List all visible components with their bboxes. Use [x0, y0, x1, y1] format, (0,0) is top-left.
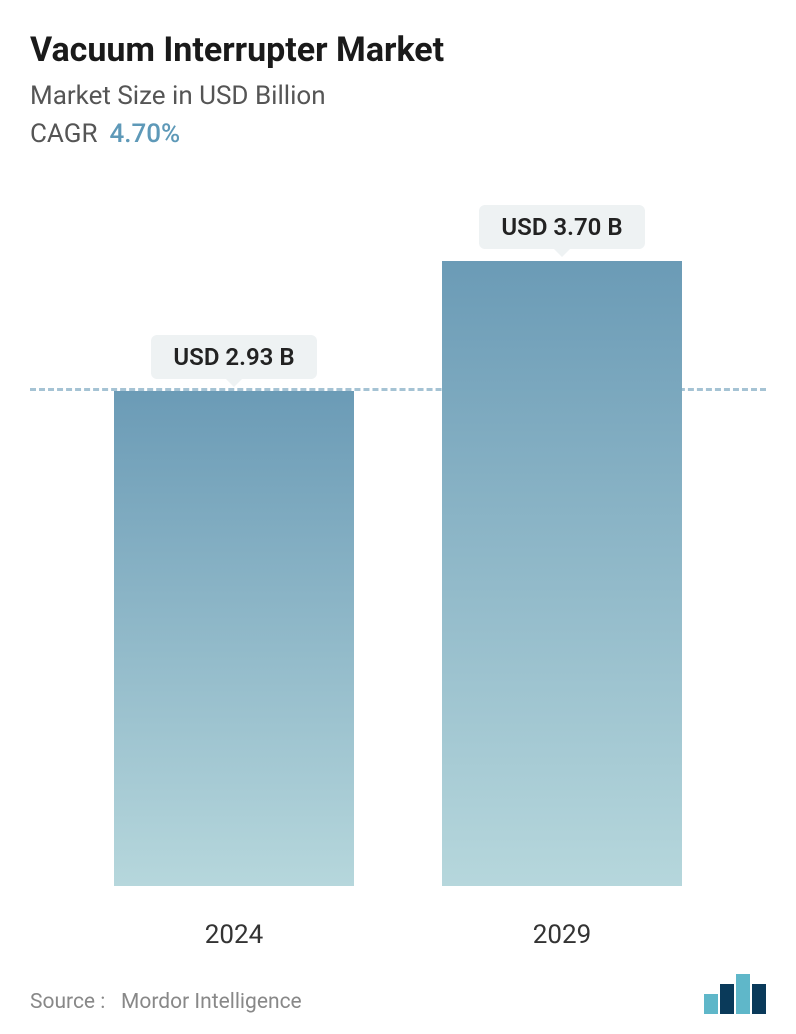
x-label-1: 2029	[442, 920, 682, 950]
chart-footer: Source : Mordor Intelligence	[30, 950, 766, 1014]
x-axis-labels: 2024 2029	[30, 906, 766, 950]
cagr-value: 4.70%	[109, 119, 180, 149]
logo-bar-0	[704, 994, 718, 1014]
bars-container: USD 2.93 B USD 3.70 B	[30, 189, 766, 886]
chart-area: USD 2.93 B USD 3.70 B	[30, 189, 766, 886]
logo-bar-2	[736, 974, 750, 1014]
chart-subtitle: Market Size in USD Billion	[30, 81, 766, 111]
cagr-row: CAGR 4.70%	[30, 119, 766, 149]
brand-logo-icon	[704, 974, 766, 1014]
bar-group-0: USD 2.93 B	[114, 189, 354, 886]
logo-bar-3	[752, 984, 766, 1014]
cagr-label: CAGR	[30, 119, 97, 149]
source-text: Source : Mordor Intelligence	[30, 990, 302, 1014]
bar-group-1: USD 3.70 B	[442, 189, 682, 886]
source-name: Mordor Intelligence	[121, 990, 302, 1014]
bar-0	[114, 391, 354, 886]
bar-1	[442, 261, 682, 886]
value-label-0: USD 2.93 B	[151, 335, 316, 379]
logo-bar-1	[720, 984, 734, 1014]
value-label-1: USD 3.70 B	[479, 205, 644, 249]
x-label-0: 2024	[114, 920, 354, 950]
chart-title: Vacuum Interrupter Market	[30, 30, 766, 71]
source-label: Source :	[30, 990, 105, 1014]
